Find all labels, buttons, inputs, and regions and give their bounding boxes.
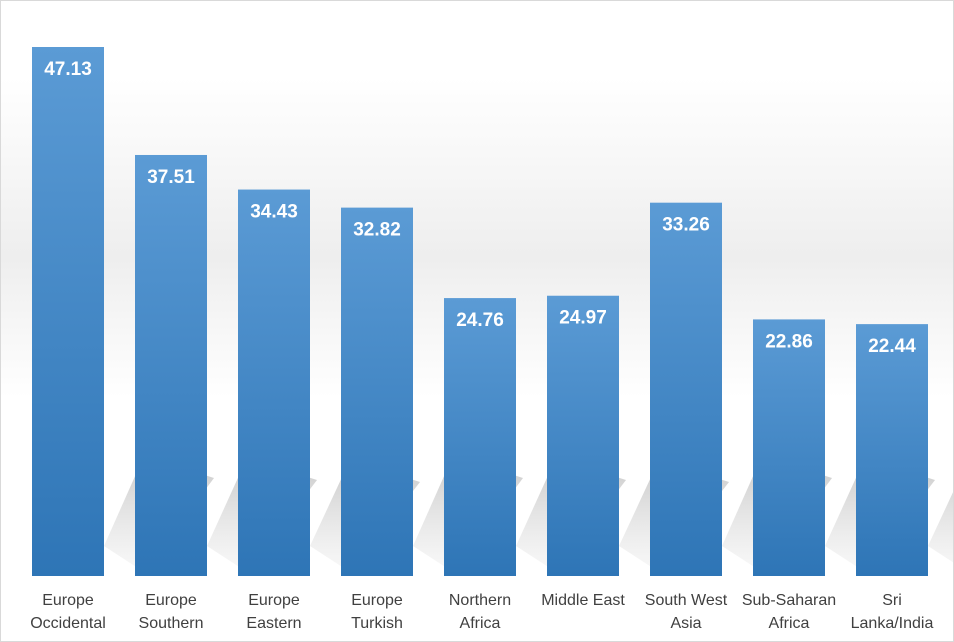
category-label-line: Europe (248, 592, 300, 609)
category-label: Northern Africa (449, 592, 511, 632)
category-label-line: Africa (769, 615, 810, 632)
data-label: 37.51 (147, 167, 195, 188)
bar (444, 298, 516, 576)
bar (650, 202, 722, 576)
category-label-line: Sub-Saharan (742, 592, 836, 609)
bar-shadows (104, 456, 953, 572)
bars-group (32, 47, 928, 576)
category-label-line: Southern (139, 615, 204, 632)
category-label-line: Africa (460, 615, 501, 632)
bar-shadow (928, 492, 953, 563)
category-label-line: Lanka/India (851, 615, 934, 632)
bar (341, 207, 413, 576)
category-labels-group: Europe Occidental Europe Southern Europe East… (30, 592, 933, 632)
category-label: South West Asia (645, 592, 728, 632)
data-label: 22.86 (765, 331, 813, 352)
category-label-line: Turkish (351, 615, 403, 632)
data-label: 34.43 (250, 202, 298, 223)
category-label-line: Eastern (246, 615, 301, 632)
data-label: 33.26 (662, 215, 710, 236)
category-label-line: Middle East (541, 592, 625, 609)
category-label-line: Europe (42, 592, 94, 609)
data-label: 32.82 (353, 220, 401, 241)
category-label-line: Europe (145, 592, 197, 609)
data-label: 24.76 (456, 310, 504, 331)
bar (753, 319, 825, 576)
category-label: Europe Turkish (351, 592, 403, 632)
category-label-line: South West (645, 592, 728, 609)
bar (547, 295, 619, 576)
data-label: 22.44 (868, 336, 916, 357)
bar (238, 189, 310, 576)
bar (135, 154, 207, 576)
category-label: Europe Eastern (246, 592, 301, 632)
category-label-line: Europe (351, 592, 403, 609)
bar (856, 324, 928, 576)
category-label: Europe Southern (139, 592, 204, 632)
bar (32, 47, 104, 576)
category-label-line: Asia (670, 615, 701, 632)
category-label: Europe Occidental (30, 592, 106, 632)
category-label: Middle East (541, 592, 625, 609)
category-label-line: Sri (882, 592, 902, 609)
data-label: 24.97 (559, 308, 607, 329)
category-label-line: Northern (449, 592, 511, 609)
category-label: Sub-Saharan Africa (742, 592, 836, 632)
value-labels-group: 47.13 37.51 34.43 32.82 24.76 24.97 33.26 22.86… (44, 59, 916, 357)
data-label: 47.13 (44, 59, 92, 80)
category-label-line: Occidental (30, 615, 106, 632)
category-label: Sri Lanka/India (851, 592, 934, 632)
